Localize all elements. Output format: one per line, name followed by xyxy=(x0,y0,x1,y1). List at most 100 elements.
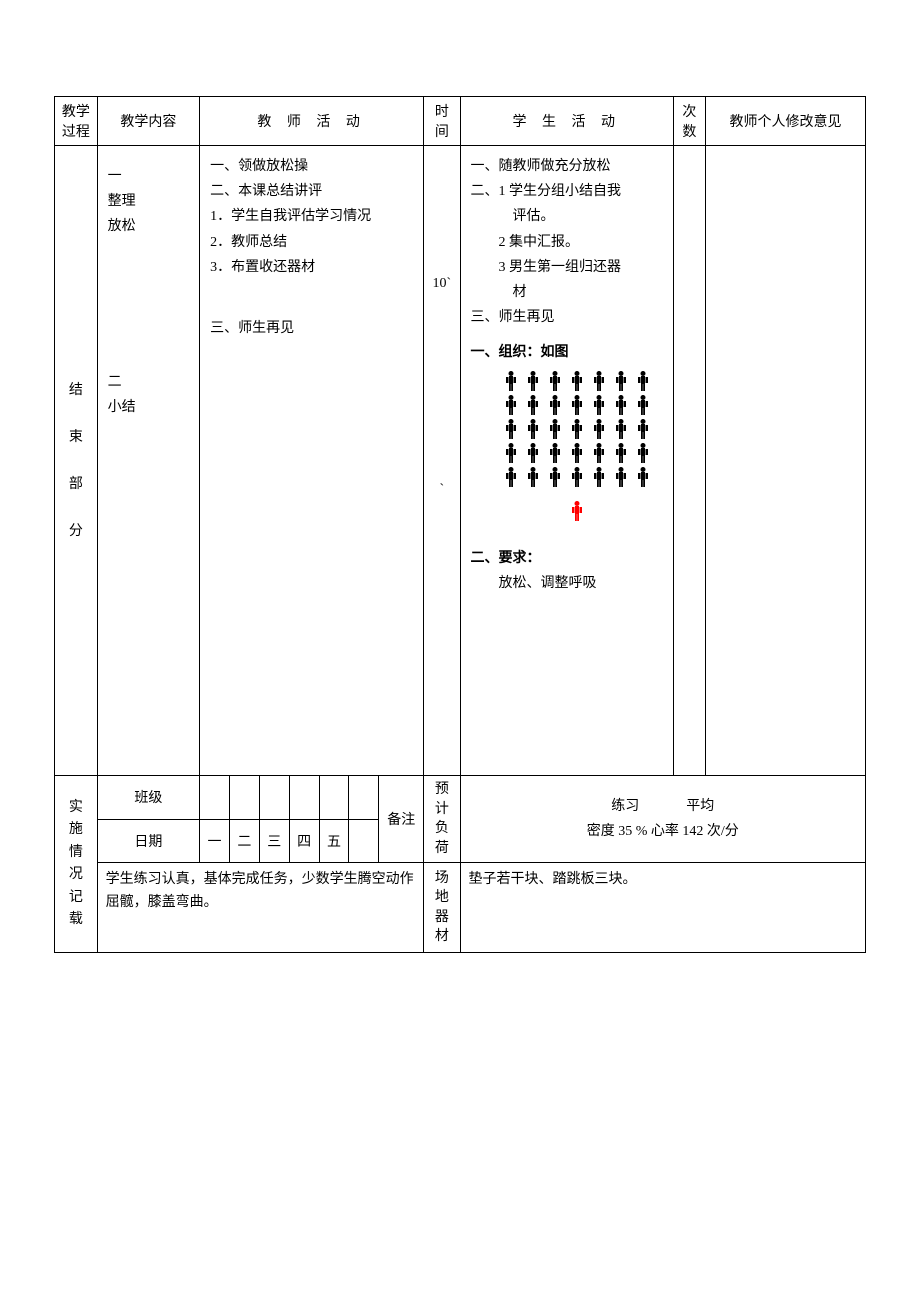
day-2: 二 xyxy=(229,819,259,863)
stats-cell: 练习 平均 密度 35 % 心率 142 次/分 xyxy=(460,776,865,863)
time-value: 10` xyxy=(430,276,453,292)
person-icon xyxy=(504,466,518,488)
ta-line1: 一、领做放松操 xyxy=(210,154,413,179)
venue-label: 场地器材 xyxy=(424,863,460,953)
time-cell: 10` ` xyxy=(424,146,460,776)
person-icon xyxy=(570,370,584,392)
sa-line6: 二、要求： xyxy=(471,546,663,571)
person-icon xyxy=(614,394,628,416)
formation-row xyxy=(504,394,650,416)
formation-diagram xyxy=(491,370,663,522)
content-item2-line1: 小结 xyxy=(108,395,189,420)
person-icon xyxy=(636,394,650,416)
content-item2-num: 二 xyxy=(108,370,189,395)
class-c2 xyxy=(229,776,259,820)
ending-section-row: 结 束 部 分 一 整理 放松 二 小结 一、领做放松操 二、本课总结讲评 1．… xyxy=(55,146,866,776)
notes-cell: 学生练习认真，基体完成任务，少数学生腾空动作屈髋，膝盖弯曲。 xyxy=(97,863,424,953)
formation-teacher-row xyxy=(570,500,584,522)
stats-right: 平均 xyxy=(686,799,714,814)
ta-line3: 1．学生自我评估学习情况 xyxy=(210,204,413,229)
class-c4 xyxy=(289,776,319,820)
stats-left: 练习 xyxy=(611,799,639,814)
person-icon xyxy=(526,370,540,392)
header-row: 教学过程 教学内容 教 师 活 动 时间 学 生 活 动 次数 教师个人修改意见 xyxy=(55,97,866,146)
remark-label: 备注 xyxy=(379,776,424,863)
sa-line5: 一、组织：如图 xyxy=(471,340,663,365)
formation-row xyxy=(504,466,650,488)
person-icon xyxy=(548,394,562,416)
ta-line4: 2．教师总结 xyxy=(210,230,413,255)
formation-row xyxy=(504,418,650,440)
header-count: 次数 xyxy=(673,97,705,146)
person-icon xyxy=(570,466,584,488)
person-icon xyxy=(548,370,562,392)
person-icon xyxy=(570,418,584,440)
person-icon xyxy=(592,394,606,416)
day-5: 五 xyxy=(319,819,349,863)
formation-row xyxy=(504,442,650,464)
person-icon xyxy=(570,442,584,464)
person-icon xyxy=(570,394,584,416)
sa-line3: 2 集中汇报。 xyxy=(471,230,663,255)
sa-line1: 一、随教师做充分放松 xyxy=(471,154,663,179)
header-student-activity: 学 生 活 动 xyxy=(460,97,673,146)
day-4: 四 xyxy=(289,819,319,863)
content-item1-line2: 放松 xyxy=(108,214,189,239)
person-icon xyxy=(548,442,562,464)
venue-cell: 垫子若干块、踏跳板三块。 xyxy=(460,863,865,953)
class-c6 xyxy=(349,776,379,820)
person-icon xyxy=(504,442,518,464)
sa-line3b: 3 男生第一组归还器 xyxy=(471,255,663,280)
class-c1 xyxy=(200,776,230,820)
content-column: 一 整理 放松 二 小结 xyxy=(97,146,199,776)
stats-line2: 密度 35 % 心率 142 次/分 xyxy=(467,819,859,844)
header-process: 教学过程 xyxy=(55,97,98,146)
person-icon xyxy=(504,418,518,440)
person-icon xyxy=(614,442,628,464)
person-icon xyxy=(548,466,562,488)
person-icon xyxy=(526,442,540,464)
header-teacher-activity: 教 师 活 动 xyxy=(200,97,424,146)
date-label: 日期 xyxy=(97,819,199,863)
person-icon xyxy=(614,466,628,488)
ta-line5: 3．布置收还器材 xyxy=(210,255,413,280)
count-cell xyxy=(673,146,705,776)
person-icon xyxy=(614,370,628,392)
ta-line6: 三、师生再见 xyxy=(210,316,413,341)
ta-line2: 二、本课总结讲评 xyxy=(210,179,413,204)
class-c3 xyxy=(259,776,289,820)
person-icon xyxy=(614,418,628,440)
person-icon xyxy=(548,418,562,440)
content-item1-line1: 整理 xyxy=(108,189,189,214)
time-tick: ` xyxy=(430,482,453,498)
sa-line2b: 评估。 xyxy=(471,204,663,229)
impl-row-3: 学生练习认真，基体完成任务，少数学生腾空动作屈髋，膝盖弯曲。 场地器材 垫子若干… xyxy=(55,863,866,953)
day-3: 三 xyxy=(259,819,289,863)
load-label: 预计负荷 xyxy=(424,776,460,863)
day-6 xyxy=(349,819,379,863)
header-time: 时间 xyxy=(424,97,460,146)
header-suggestion: 教师个人修改意见 xyxy=(705,97,865,146)
person-icon xyxy=(526,418,540,440)
sa-line2: 二、1 学生分组小结自我 xyxy=(471,179,663,204)
person-icon xyxy=(592,466,606,488)
person-icon xyxy=(636,370,650,392)
person-icon xyxy=(636,418,650,440)
formation-row xyxy=(504,370,650,392)
ending-label: 结 束 部 分 xyxy=(55,146,98,776)
sa-line7: 放松、调整呼吸 xyxy=(471,571,663,596)
person-icon xyxy=(592,370,606,392)
person-icon xyxy=(636,442,650,464)
class-label: 班级 xyxy=(97,776,199,820)
impl-row-1: 实施情况记载 班级 备注 预计负荷 练习 平均 密度 35 % 心率 142 次… xyxy=(55,776,866,820)
person-icon xyxy=(592,442,606,464)
person-icon xyxy=(526,394,540,416)
person-icon xyxy=(592,418,606,440)
class-c5 xyxy=(319,776,349,820)
header-content: 教学内容 xyxy=(97,97,199,146)
content-item1-num: 一 xyxy=(108,164,189,189)
suggestion-cell xyxy=(705,146,865,776)
impl-label: 实施情况记载 xyxy=(55,776,98,953)
teacher-activity-cell: 一、领做放松操 二、本课总结讲评 1．学生自我评估学习情况 2．教师总结 3．布… xyxy=(200,146,424,776)
person-icon xyxy=(636,466,650,488)
